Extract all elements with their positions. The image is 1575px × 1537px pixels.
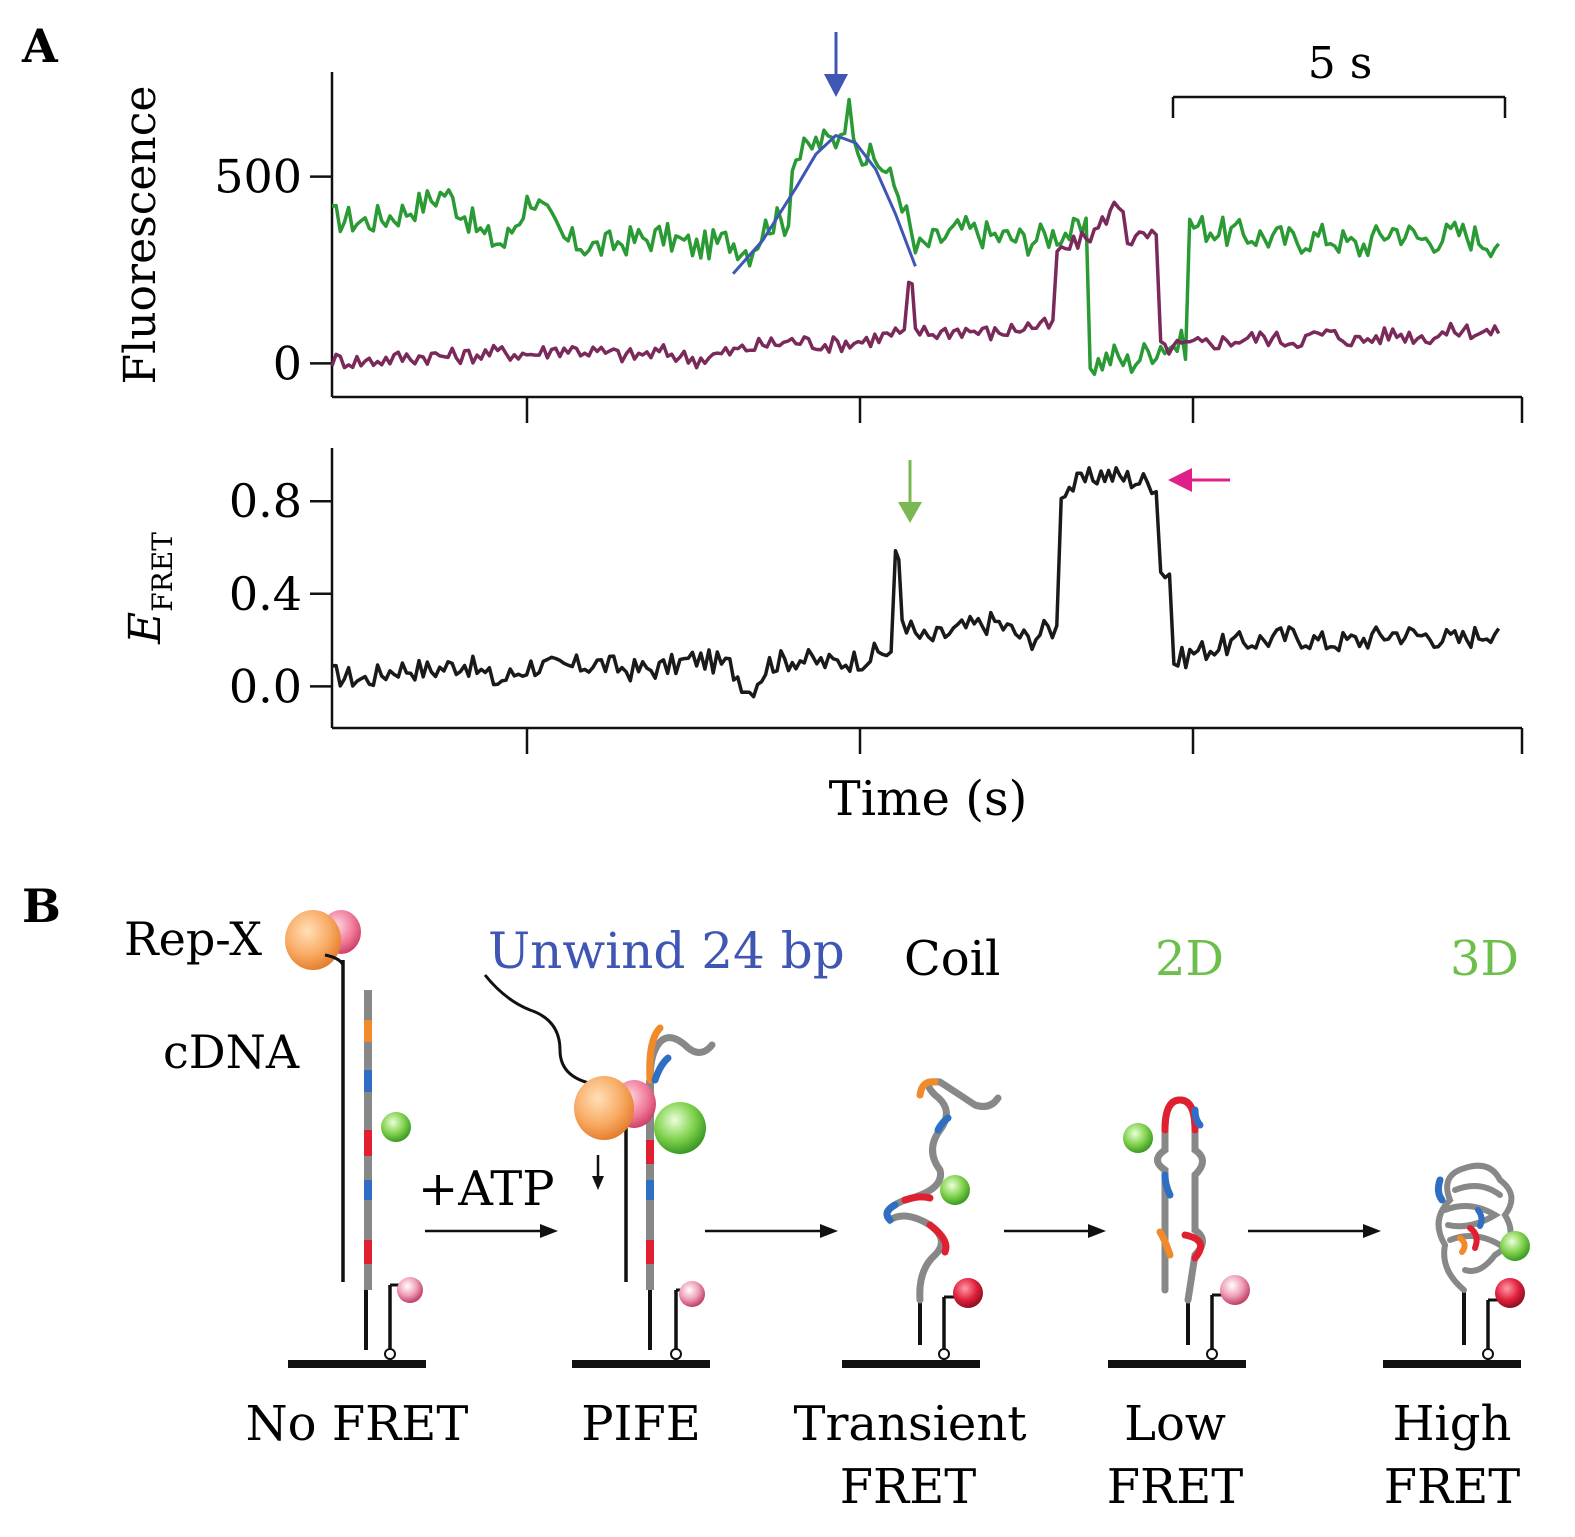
state-low-fret-diagram [1108, 1096, 1250, 1368]
series-donor-line [331, 97, 1501, 377]
y-tick-label: 0.0 [229, 659, 302, 713]
acceptor-dye-icon [679, 1281, 705, 1307]
transition-arrows [425, 1224, 1381, 1238]
series-efret-line [331, 466, 1501, 699]
scale-bar [1171, 95, 1507, 118]
state-high-label-line2: FRET [1384, 1459, 1521, 1515]
fluorescence-series [330, 97, 1501, 377]
panel-a-label: A [21, 19, 59, 73]
x-axis-label: Time (s) [829, 771, 1028, 827]
state-transient-label-line2: FRET [840, 1459, 977, 1515]
state-transient-fret-diagram [842, 1078, 1002, 1368]
state-low-label-line2: FRET [1107, 1459, 1244, 1515]
y-tick-label: 500 [214, 150, 302, 204]
donor-dye-icon [1500, 1231, 1530, 1261]
rep-x-core-icon [574, 1076, 634, 1140]
cdna-label: cDNA [163, 1025, 300, 1079]
arrow-right-icon [425, 1224, 558, 1238]
state-low-label-line1: Low [1124, 1396, 1226, 1452]
surface [842, 1360, 980, 1368]
step-2d-label: 2D [1155, 931, 1224, 987]
y-tick-label: 0.8 [229, 474, 302, 528]
efret-y-label-sub: FRET [146, 532, 179, 612]
step-unwind-label: Unwind 24 bp [488, 922, 845, 980]
y-tick-label: 0.4 [229, 567, 302, 621]
fluorescence-axes [330, 72, 1522, 399]
step-3d-label: 3D [1450, 931, 1519, 987]
donor-dye-icon [1123, 1123, 1153, 1153]
state-no-fret-label: No FRET [246, 1396, 469, 1452]
rep-x-label: Rep-X [124, 912, 262, 966]
donor-dye-icon [940, 1175, 970, 1205]
state-pife-diagram [483, 974, 716, 1368]
surface [572, 1360, 710, 1368]
series-acceptor-line [330, 200, 1501, 370]
high-fret-arrow-icon [1168, 468, 1230, 492]
fluorescence-y-label: Fluorescence [115, 86, 166, 385]
arrow-right-icon [705, 1224, 838, 1238]
panel-b-label: B [22, 879, 61, 933]
surface [1383, 1360, 1521, 1368]
fluorescence-x-ticks [525, 397, 1524, 423]
surface [1108, 1360, 1246, 1368]
series-fit-line [731, 134, 917, 275]
efret-axes [330, 448, 1522, 730]
donor-dye-icon [381, 1112, 411, 1142]
state-no-fret-diagram [285, 910, 426, 1368]
efret-series [331, 466, 1501, 699]
efret-y-ticks: 0.0 0.4 0.8 [229, 474, 332, 713]
efret-y-label-main: E [120, 612, 171, 645]
fluorescence-y-ticks: 0 500 [214, 150, 332, 390]
acceptor-dye-icon [397, 1277, 423, 1303]
acceptor-dye-icon [1220, 1275, 1250, 1305]
y-tick-label: 0 [273, 336, 302, 390]
efret-y-label: EFRET [120, 532, 179, 645]
efret-x-ticks [525, 728, 1524, 754]
fluorescence-plot: 0 500 Fluorescence 5 s [115, 32, 1524, 423]
donor-dye-icon [654, 1102, 706, 1154]
acceptor-dye-icon [953, 1278, 983, 1308]
arrow-right-icon [1248, 1224, 1381, 1238]
state-transient-label-line1: Transient [793, 1396, 1026, 1452]
state-high-label-line1: High [1393, 1396, 1512, 1452]
atp-label: +ATP [418, 1161, 555, 1217]
efret-plot: 0.0 0.4 0.8 EFRET Time (s) [120, 448, 1524, 827]
rep-x-core-icon [285, 910, 341, 970]
arrow-right-icon [1004, 1224, 1106, 1238]
down-arrow-icon [592, 1155, 604, 1190]
scale-bar-label: 5 s [1308, 38, 1373, 89]
state-pife-label: PIFE [581, 1396, 701, 1452]
step-coil-label: Coil [904, 931, 1000, 987]
peak-arrow-icon [824, 32, 848, 97]
transient-arrow-icon [898, 460, 922, 523]
state-high-fret-diagram [1383, 1162, 1530, 1368]
dna-tangle [1435, 1162, 1515, 1293]
surface [288, 1360, 426, 1368]
acceptor-dye-icon [1495, 1278, 1525, 1308]
